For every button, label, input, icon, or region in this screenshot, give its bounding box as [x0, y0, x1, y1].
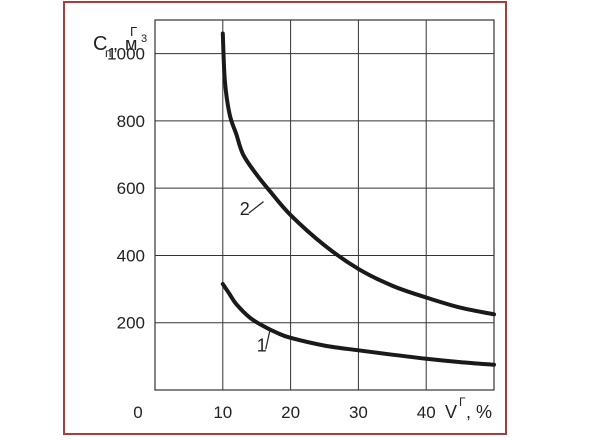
- y-tick-label-400: 400: [117, 246, 145, 265]
- y-axis-subscript: п: [105, 46, 112, 60]
- plot-border: [154, 19, 495, 391]
- y-tick-label-200: 200: [117, 314, 145, 333]
- y-axis-symbol: C: [93, 33, 107, 55]
- x-tick-label-40: 40: [417, 403, 436, 422]
- x-tick-label-20: 20: [281, 403, 300, 422]
- series-layer: [220, 31, 496, 367]
- grid: [155, 20, 494, 390]
- annotations: 12: [240, 199, 271, 355]
- y-tick-label-600: 600: [117, 179, 145, 198]
- y-axis-superscript: Г: [130, 24, 137, 39]
- axes: [154, 19, 495, 391]
- x-axis-label: V Г , %: [445, 395, 492, 422]
- y-axis-unit: м: [125, 34, 137, 54]
- y-tick-label-1000: 1000: [107, 45, 145, 64]
- x-axis-unit: %: [476, 402, 492, 422]
- svg-text:,: ,: [466, 402, 471, 422]
- x-axis-superscript: Г: [459, 395, 466, 409]
- svg-text:,: ,: [113, 34, 118, 54]
- curve-label-2: 2: [240, 199, 250, 219]
- leader-line-1: [265, 328, 271, 350]
- chart-frame: [63, 1, 507, 435]
- series-curve-1: [220, 282, 496, 367]
- y-tick-label-800: 800: [117, 112, 145, 131]
- x-tick-label-30: 30: [349, 403, 368, 422]
- curve-label-1: 1: [257, 335, 267, 355]
- leader-line-2: [248, 201, 264, 214]
- series-curve-2: [220, 31, 496, 317]
- y-axis-label: C п , Г м 3: [93, 24, 147, 60]
- origin-label: 0: [133, 403, 142, 422]
- x-tick-label-10: 10: [213, 403, 232, 422]
- y-axis-unit-exponent: 3: [141, 33, 147, 45]
- x-axis-symbol: V: [445, 402, 457, 422]
